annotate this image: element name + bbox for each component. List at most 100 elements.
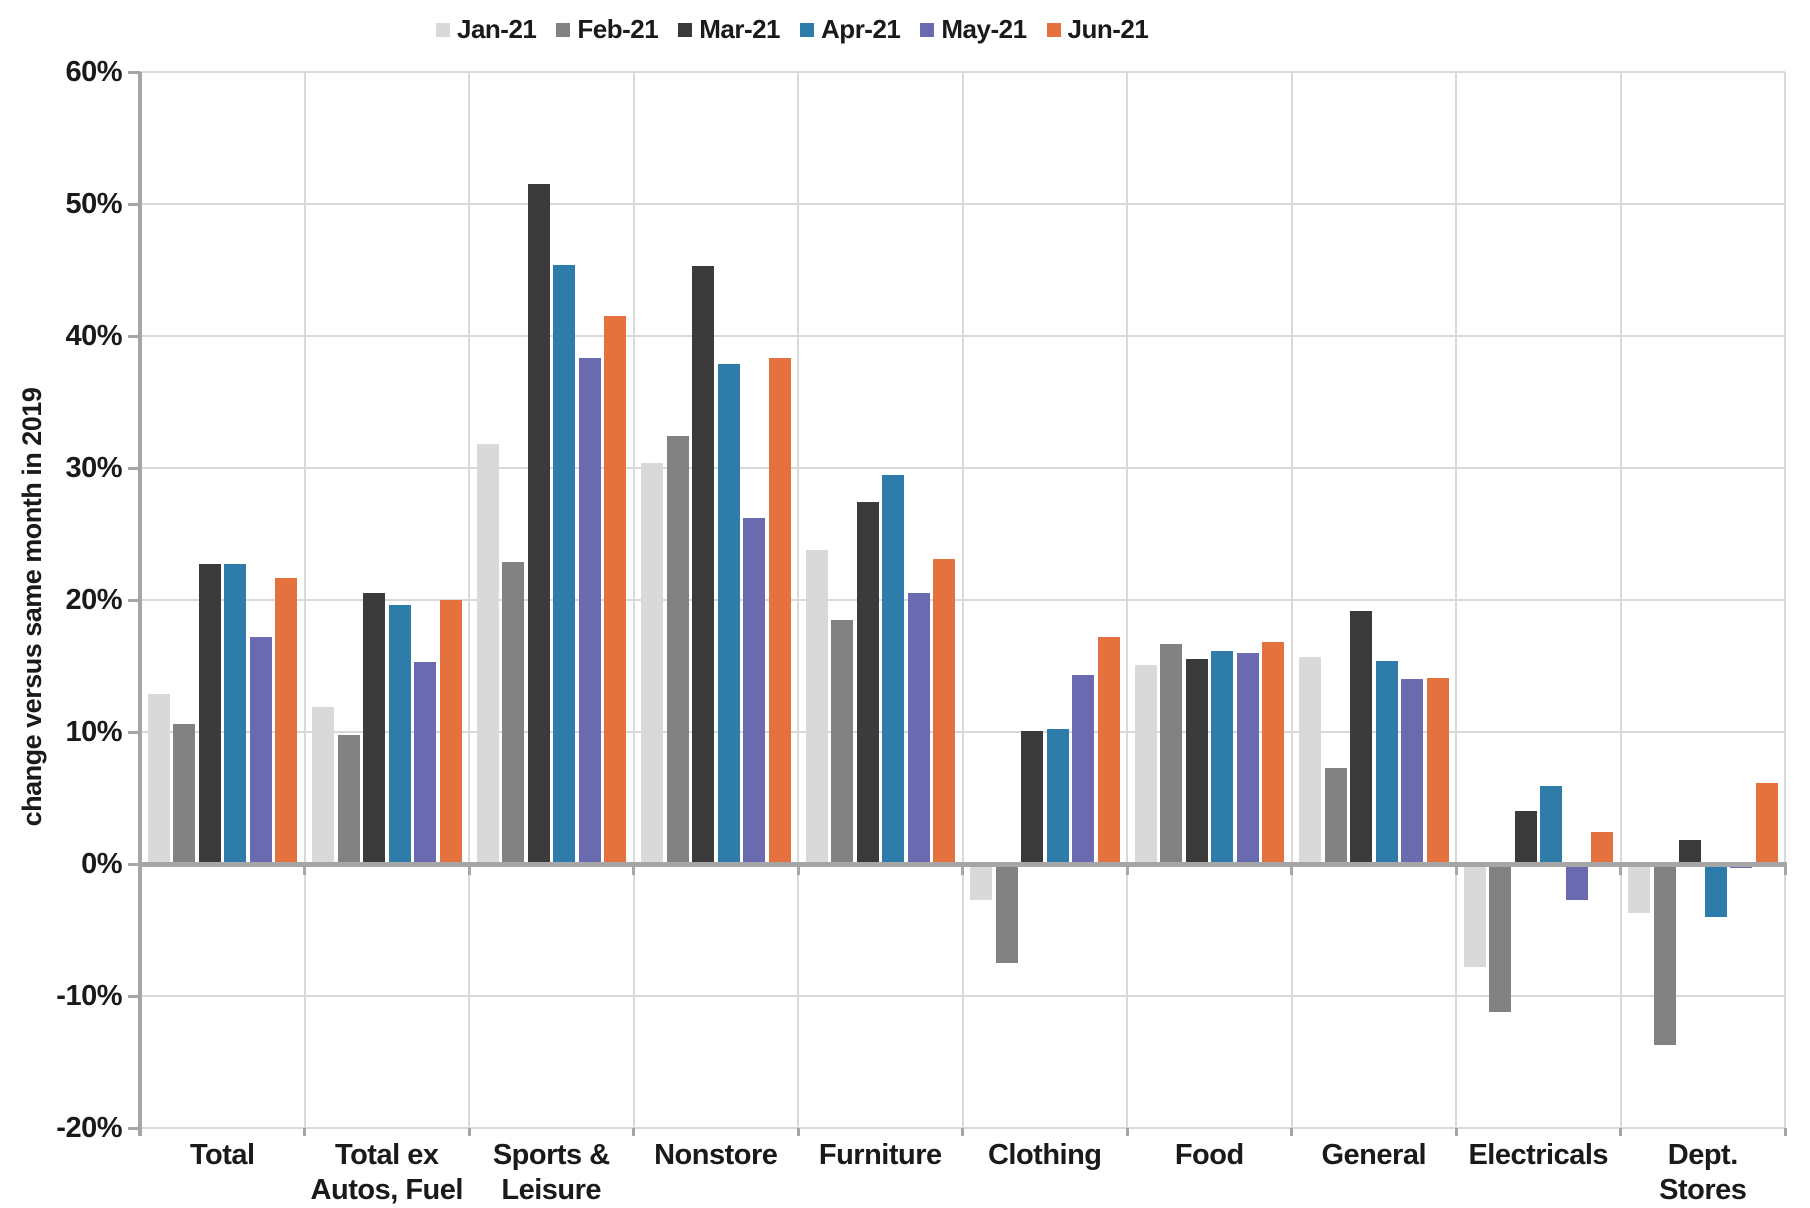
bar-may-21-2 <box>414 662 436 864</box>
bar-jun-21-4 <box>768 358 791 864</box>
category-axis-tick <box>1454 1128 1458 1136</box>
plot-area <box>128 70 1787 1136</box>
category-axis-tick <box>303 866 306 875</box>
bar-mar-21-3 <box>527 184 550 864</box>
category-axis-tick <box>1290 1128 1293 1136</box>
bar-jan-21-8 <box>1299 656 1321 864</box>
category-axis-tick <box>796 866 800 875</box>
category-axis-tick <box>961 1128 964 1136</box>
x-axis-category-labels: Total Total ex Autos, Fuel Sports & Leisur… <box>140 1138 1785 1208</box>
legend-label: Apr-21 <box>821 14 901 44</box>
bar-may-21-5 <box>907 593 930 864</box>
y-tick-label: 60% <box>65 56 122 88</box>
bar-feb-21-3 <box>502 561 524 864</box>
vertical-gridline <box>632 72 635 1128</box>
vertical-gridline <box>303 72 306 1128</box>
bar-may-21-9 <box>1565 864 1588 900</box>
bar-mar-21-2 <box>363 593 385 864</box>
bar-jan-21-4 <box>641 462 663 864</box>
y-tick-label: 0% <box>81 848 122 880</box>
legend-item: Jan-21 <box>436 14 537 45</box>
category-axis-tick <box>632 1128 635 1136</box>
bar-jun-21-3 <box>604 316 626 864</box>
x-axis-label: Electricals <box>1468 1139 1609 1171</box>
vertical-gridline <box>1290 72 1293 1128</box>
bar-jun-21-6 <box>1097 636 1120 864</box>
bar-jun-21-10 <box>1755 783 1778 864</box>
bar-jun-21-5 <box>933 559 955 864</box>
bar-mar-21-7 <box>1185 659 1208 864</box>
y-axis-tick-labels: 60% 50% 40% 30% 20% 10% 0% -10% -20% <box>0 56 122 1144</box>
category-axis-tick <box>467 1128 471 1136</box>
vertical-gridline <box>1619 72 1622 1128</box>
x-axis-label: Total <box>189 1139 255 1171</box>
bar-mar-21-8 <box>1350 610 1372 864</box>
y-tick-label: 20% <box>65 584 122 616</box>
bar-jun-21-7 <box>1262 642 1284 864</box>
y-tick-label: 10% <box>65 716 122 748</box>
legend-marker <box>556 22 571 37</box>
x-axis-label: Dept. Stores <box>1659 1139 1747 1206</box>
category-axis-tick <box>1125 1128 1129 1136</box>
bar-feb-21-8 <box>1324 767 1347 864</box>
chart-legend: Jan-21 Feb-21 Mar-21 Apr-21 May-21 Jun-21 <box>436 14 1149 45</box>
bar-jun-21-2 <box>439 600 462 864</box>
zero-axis-line <box>138 861 1787 867</box>
legend-marker <box>1046 22 1061 37</box>
bar-may-21-6 <box>1072 675 1094 864</box>
bar-mar-21-1 <box>198 564 221 864</box>
bar-feb-21-6 <box>995 864 1018 963</box>
y-axis-tick <box>128 1126 140 1130</box>
bar-may-21-3 <box>578 358 601 864</box>
bar-apr-21-6 <box>1046 729 1069 864</box>
category-axis-tick <box>796 1128 800 1136</box>
bar-feb-21-5 <box>831 619 853 864</box>
y-axis-tick <box>128 334 140 338</box>
bar-jan-21-5 <box>805 549 828 864</box>
bar-may-21-8 <box>1401 679 1423 864</box>
bar-apr-21-7 <box>1211 651 1233 864</box>
bar-feb-21-10 <box>1653 864 1676 1045</box>
vertical-gridline <box>1455 72 1457 1128</box>
category-axis-tick <box>138 1128 142 1136</box>
bar-jan-21-2 <box>312 706 334 864</box>
category-axis-tick <box>138 866 142 875</box>
bar-mar-21-5 <box>856 502 879 864</box>
category-axis-tick <box>1783 1128 1787 1136</box>
y-axis-tick <box>128 70 140 74</box>
y-axis-tick <box>128 862 140 866</box>
legend-item: Jun-21 <box>1046 14 1149 45</box>
x-axis-label: Furniture <box>818 1139 942 1171</box>
bar-apr-21-2 <box>388 605 411 864</box>
bar-mar-21-9 <box>1514 811 1537 864</box>
bar-apr-21-9 <box>1540 786 1562 864</box>
bar-jan-21-9 <box>1463 864 1486 967</box>
category-axis-tick <box>1619 1128 1622 1136</box>
bar-jun-21-9 <box>1591 832 1613 864</box>
bar-may-21-1 <box>249 636 272 864</box>
bar-apr-21-1 <box>224 564 246 864</box>
x-axis-label: Sports & Leisure <box>492 1139 610 1206</box>
legend-label: Jan-21 <box>457 14 537 44</box>
category-axis-tick <box>1783 866 1787 875</box>
bar-jan-21-7 <box>1134 664 1157 864</box>
bar-jan-21-3 <box>476 444 499 864</box>
legend-label: May-21 <box>941 14 1027 44</box>
vertical-gridline <box>1784 72 1786 1128</box>
bar-jan-21-10 <box>1628 864 1650 913</box>
category-axis-tick <box>303 1128 306 1136</box>
category-axis-tick <box>1454 866 1458 875</box>
bar-feb-21-2 <box>337 734 360 864</box>
y-axis-tick <box>128 202 140 206</box>
category-axis-tick <box>1125 866 1129 875</box>
bar-feb-21-1 <box>173 724 195 864</box>
bar-jan-21-6 <box>970 864 992 900</box>
bar-jun-21-8 <box>1426 677 1449 864</box>
bar-apr-21-10 <box>1704 864 1727 917</box>
y-tick-label: 50% <box>65 188 122 220</box>
vertical-gridline <box>468 72 470 1128</box>
y-axis-line <box>138 72 142 1136</box>
vertical-gridline <box>1126 72 1128 1128</box>
bar-jan-21-1 <box>147 693 170 864</box>
